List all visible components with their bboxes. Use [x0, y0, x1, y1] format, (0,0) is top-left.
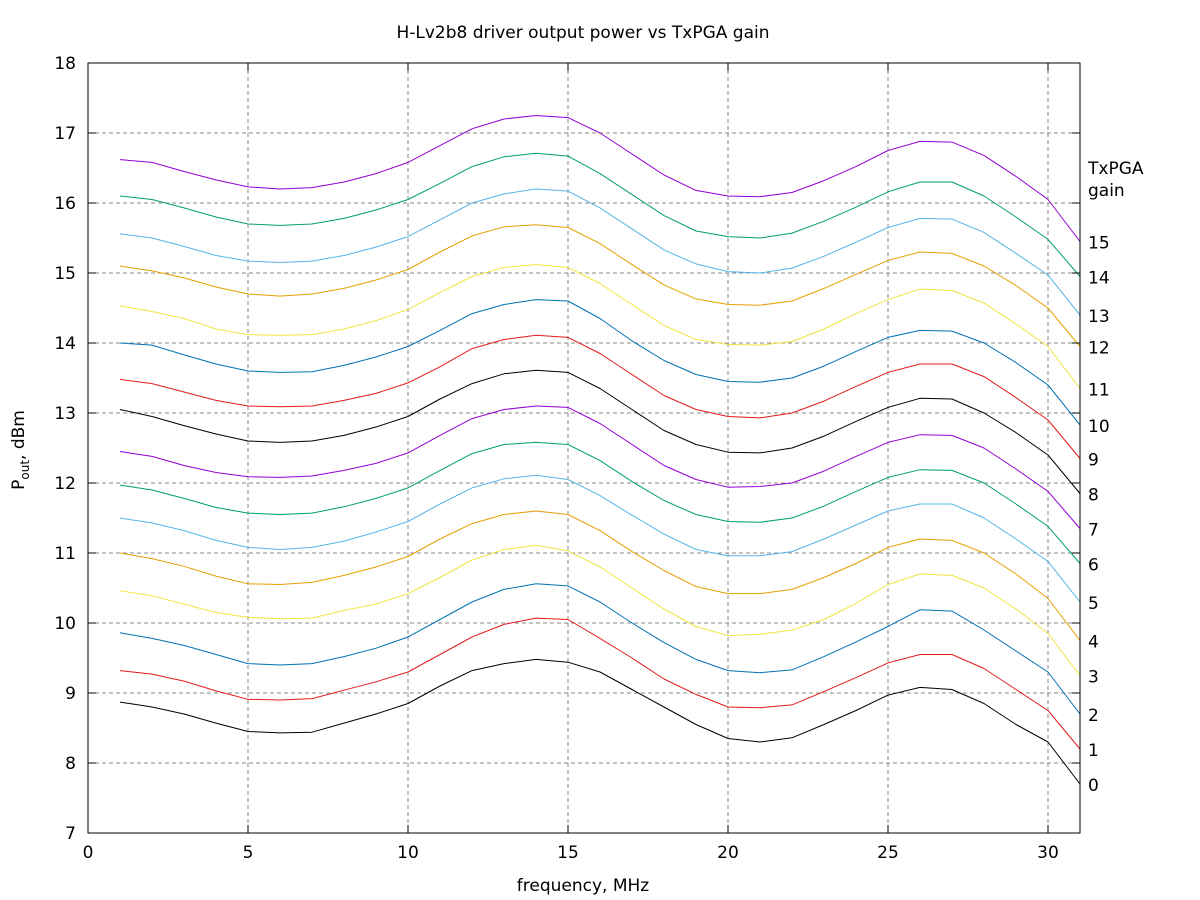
- series-line-gain-14: [119, 152, 1081, 277]
- legend-label-gain: 13: [1088, 307, 1110, 327]
- series-line-gain-4: [119, 510, 1081, 641]
- series-line-gain-3: [119, 544, 1081, 676]
- grid: [88, 63, 1080, 833]
- x-tick-label: 30: [1037, 843, 1059, 863]
- plot-frame: [87, 62, 1081, 834]
- series-line-gain-7: [119, 405, 1081, 529]
- series-line-gain-8: [119, 369, 1081, 494]
- series-line-gain-6: [119, 441, 1081, 564]
- legend-label-gain: 5: [1088, 594, 1099, 614]
- legend-label-gain: 1: [1088, 741, 1099, 761]
- legend-label-gain: 6: [1088, 556, 1099, 576]
- x-axis-label: frequency, MHz: [517, 876, 650, 896]
- series-line-gain-10: [119, 299, 1081, 426]
- y-tick-label: 13: [54, 404, 76, 424]
- series-line-gain-2: [119, 583, 1081, 715]
- y-tick-label: 8: [65, 754, 76, 774]
- series-group: [119, 115, 1081, 785]
- x-tick-label: 0: [83, 843, 94, 863]
- legend-title-line1: TxPGA: [1087, 159, 1144, 179]
- y-tick-label: 16: [54, 194, 76, 214]
- chart-title: H-Lv2b8 driver output power vs TxPGA gai…: [396, 23, 769, 43]
- y-tick-label: 12: [54, 474, 76, 494]
- ticks: 0 5 10 15 20 25 30 7 8 9 10 11 12 13 14 15 16 17 18: [54, 54, 1080, 863]
- series-line-gain-9: [119, 334, 1081, 459]
- y-axis-label: Pout, dBm: [9, 410, 32, 490]
- y-tick-label: 17: [54, 124, 76, 144]
- series-line-gain-1: [119, 617, 1081, 750]
- legend-label-gain: 4: [1088, 633, 1099, 653]
- legend-label-gain: 12: [1088, 339, 1110, 359]
- x-tick-label: 25: [877, 843, 899, 863]
- legend-label-gain: 2: [1088, 706, 1099, 726]
- legend-label-gain: 9: [1088, 451, 1099, 471]
- y-axis-label-main: P: [9, 480, 29, 490]
- legend-label-gain: 10: [1088, 417, 1110, 437]
- series-line-gain-0: [119, 658, 1081, 785]
- x-tick-label: 5: [243, 843, 254, 863]
- legend-label-gain: 11: [1088, 381, 1110, 401]
- series-line-gain-11: [119, 264, 1081, 389]
- y-tick-label: 9: [65, 684, 76, 704]
- x-tick-label: 10: [397, 843, 419, 863]
- legend-label-gain: 7: [1088, 521, 1099, 541]
- y-tick-label: 14: [54, 334, 76, 354]
- legend-label-gain: 0: [1088, 776, 1099, 796]
- y-tick-label: 11: [54, 544, 76, 564]
- x-tick-label: 15: [557, 843, 579, 863]
- y-tick-label: 18: [54, 54, 76, 74]
- y-tick-label: 10: [54, 614, 76, 634]
- y-tick-label: 15: [54, 264, 76, 284]
- series-line-gain-12: [119, 224, 1081, 347]
- legend-title-line2: gain: [1088, 181, 1125, 201]
- legend-label-gain: 3: [1088, 668, 1099, 688]
- y-axis-label-rest: , dBm: [9, 410, 29, 460]
- series-line-gain-15: [119, 115, 1081, 242]
- legend-label-gain: 15: [1088, 234, 1110, 254]
- y-axis-label-sub: out: [18, 460, 32, 480]
- series-line-gain-5: [119, 474, 1081, 603]
- series-line-gain-13: [119, 188, 1081, 316]
- x-tick-label: 20: [717, 843, 739, 863]
- legend-label-gain: 8: [1088, 486, 1099, 506]
- legend-label-gain: 14: [1088, 269, 1110, 289]
- y-tick-label: 7: [65, 824, 76, 844]
